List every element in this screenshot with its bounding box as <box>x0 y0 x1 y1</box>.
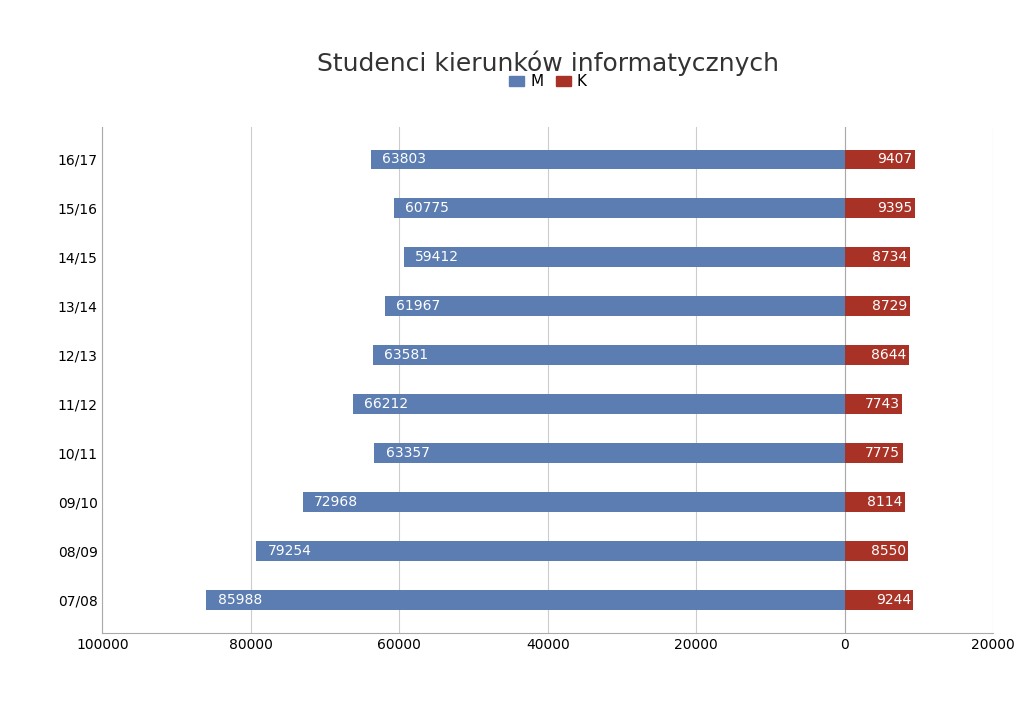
Text: 85988: 85988 <box>217 593 262 607</box>
Text: 9244: 9244 <box>877 593 911 607</box>
Bar <box>207 590 845 610</box>
Legend: M, K: M, K <box>503 68 593 96</box>
Bar <box>371 150 845 169</box>
Text: 8114: 8114 <box>867 495 903 509</box>
Bar <box>403 247 845 267</box>
Bar <box>256 541 845 561</box>
Text: 59412: 59412 <box>415 250 459 264</box>
Text: 7743: 7743 <box>865 397 900 411</box>
Text: 66212: 66212 <box>365 397 409 411</box>
Bar <box>375 444 845 463</box>
Bar <box>373 345 845 365</box>
Text: 8734: 8734 <box>872 250 907 264</box>
Text: 7775: 7775 <box>865 446 900 460</box>
Bar <box>845 492 905 512</box>
Text: 63581: 63581 <box>384 348 428 362</box>
Bar <box>845 150 914 169</box>
Bar <box>845 345 909 365</box>
Bar <box>845 541 908 561</box>
Text: 9395: 9395 <box>878 201 912 215</box>
Bar <box>393 198 845 218</box>
Bar <box>845 394 902 414</box>
Bar <box>845 198 914 218</box>
Bar <box>845 590 913 610</box>
Text: 8550: 8550 <box>871 544 906 558</box>
Bar <box>845 444 902 463</box>
Bar <box>845 247 909 267</box>
Text: 8644: 8644 <box>871 348 906 362</box>
Text: 63803: 63803 <box>382 153 426 167</box>
Text: 72968: 72968 <box>314 495 358 509</box>
Bar <box>385 297 845 316</box>
Bar <box>353 394 845 414</box>
Text: 60775: 60775 <box>404 201 449 215</box>
Text: 63357: 63357 <box>386 446 429 460</box>
Bar <box>845 297 909 316</box>
Text: 79254: 79254 <box>267 544 311 558</box>
Text: 8729: 8729 <box>872 299 907 314</box>
Title: Studenci kierunków informatycznych: Studenci kierunków informatycznych <box>316 51 779 76</box>
Text: 61967: 61967 <box>396 299 440 314</box>
Text: 9407: 9407 <box>878 153 912 167</box>
Bar <box>303 492 845 512</box>
